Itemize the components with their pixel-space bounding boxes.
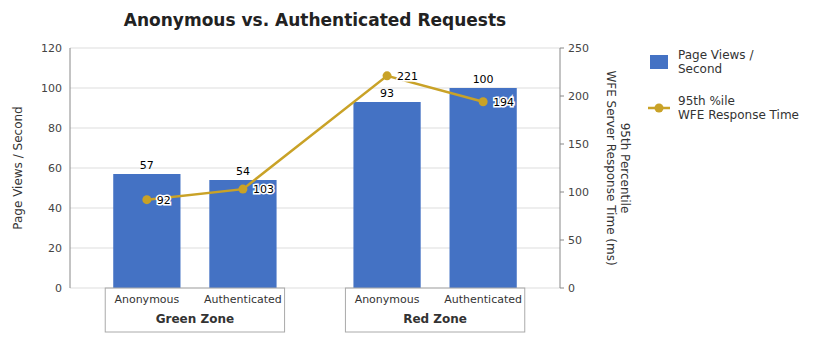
text-line: Second (678, 62, 722, 76)
legend-label: Page Views /Second (678, 48, 754, 76)
marker (238, 185, 247, 194)
data-label: 100 (473, 73, 494, 86)
text-line: WFE Response Time (678, 108, 799, 122)
tick-label: 120 (41, 42, 62, 55)
marks (113, 71, 517, 288)
bar (209, 180, 276, 288)
axis-label: 95th PercentileWFE Server Response Time … (604, 70, 632, 265)
tick-label: 60 (48, 162, 62, 175)
data-label: 92 (157, 194, 171, 207)
axis-label: Page Views / Second (11, 106, 25, 229)
data-label: 54 (236, 165, 250, 178)
data-label: 93 (380, 87, 394, 100)
tick-mark (560, 144, 564, 145)
bar (450, 88, 517, 288)
category-label: Authenticated (204, 293, 282, 306)
legend: Page Views /Second 95th %ileWFE Response … (648, 48, 799, 122)
data-labels: 57 54 93 100 92 103 221 194 (140, 70, 514, 207)
text-line: Page Views / (678, 48, 754, 62)
chart: Anonymous vs. Authenticated Requests 0 20 4… (0, 0, 833, 356)
data-label: 103 (253, 183, 274, 196)
category-label: Anonymous (114, 293, 179, 306)
data-label: 221 (397, 70, 418, 83)
text-line: WFE Server Response Time (ms) (604, 70, 618, 265)
tick-label: 200 (568, 90, 589, 103)
marker (142, 195, 151, 204)
text-line: 95th Percentile (618, 123, 632, 214)
tick-label: 0 (568, 282, 575, 295)
tick-mark (560, 288, 564, 289)
tick-label: 0 (55, 282, 62, 295)
tick-label: 40 (48, 202, 62, 215)
axis-line (560, 48, 561, 288)
group-box (345, 288, 524, 332)
marker (479, 97, 488, 106)
tick-label: 80 (48, 122, 62, 135)
tick-mark (560, 48, 564, 49)
group-box (105, 288, 284, 332)
legend-label: 95th %ileWFE Response Time (678, 94, 799, 122)
text-line: Page Views / Second (11, 106, 25, 229)
group-label: Red Zone (403, 312, 467, 326)
tick-label: 100 (568, 186, 589, 199)
tick-label: 50 (568, 234, 582, 247)
bar (113, 174, 180, 288)
tick-label: 150 (568, 138, 589, 151)
tick-label: 20 (48, 242, 62, 255)
tick-label: 250 (568, 42, 589, 55)
text-line: 95th %ile (678, 94, 735, 108)
tick-mark (560, 240, 564, 241)
bar (353, 102, 420, 288)
data-label: 194 (493, 96, 514, 109)
title: Anonymous vs. Authenticated Requests (124, 10, 506, 30)
legend-marker (655, 104, 664, 113)
axis-line (70, 48, 71, 288)
category-label: Anonymous (355, 293, 420, 306)
group-label: Green Zone (156, 312, 234, 326)
grid-line (70, 48, 560, 49)
line (147, 76, 483, 200)
marker (383, 71, 392, 80)
tick-mark (560, 96, 564, 97)
tick-label: 100 (41, 82, 62, 95)
legend-swatch (650, 55, 668, 69)
data-label: 57 (140, 159, 154, 172)
category-label: Authenticated (444, 293, 522, 306)
tick-mark (560, 192, 564, 193)
